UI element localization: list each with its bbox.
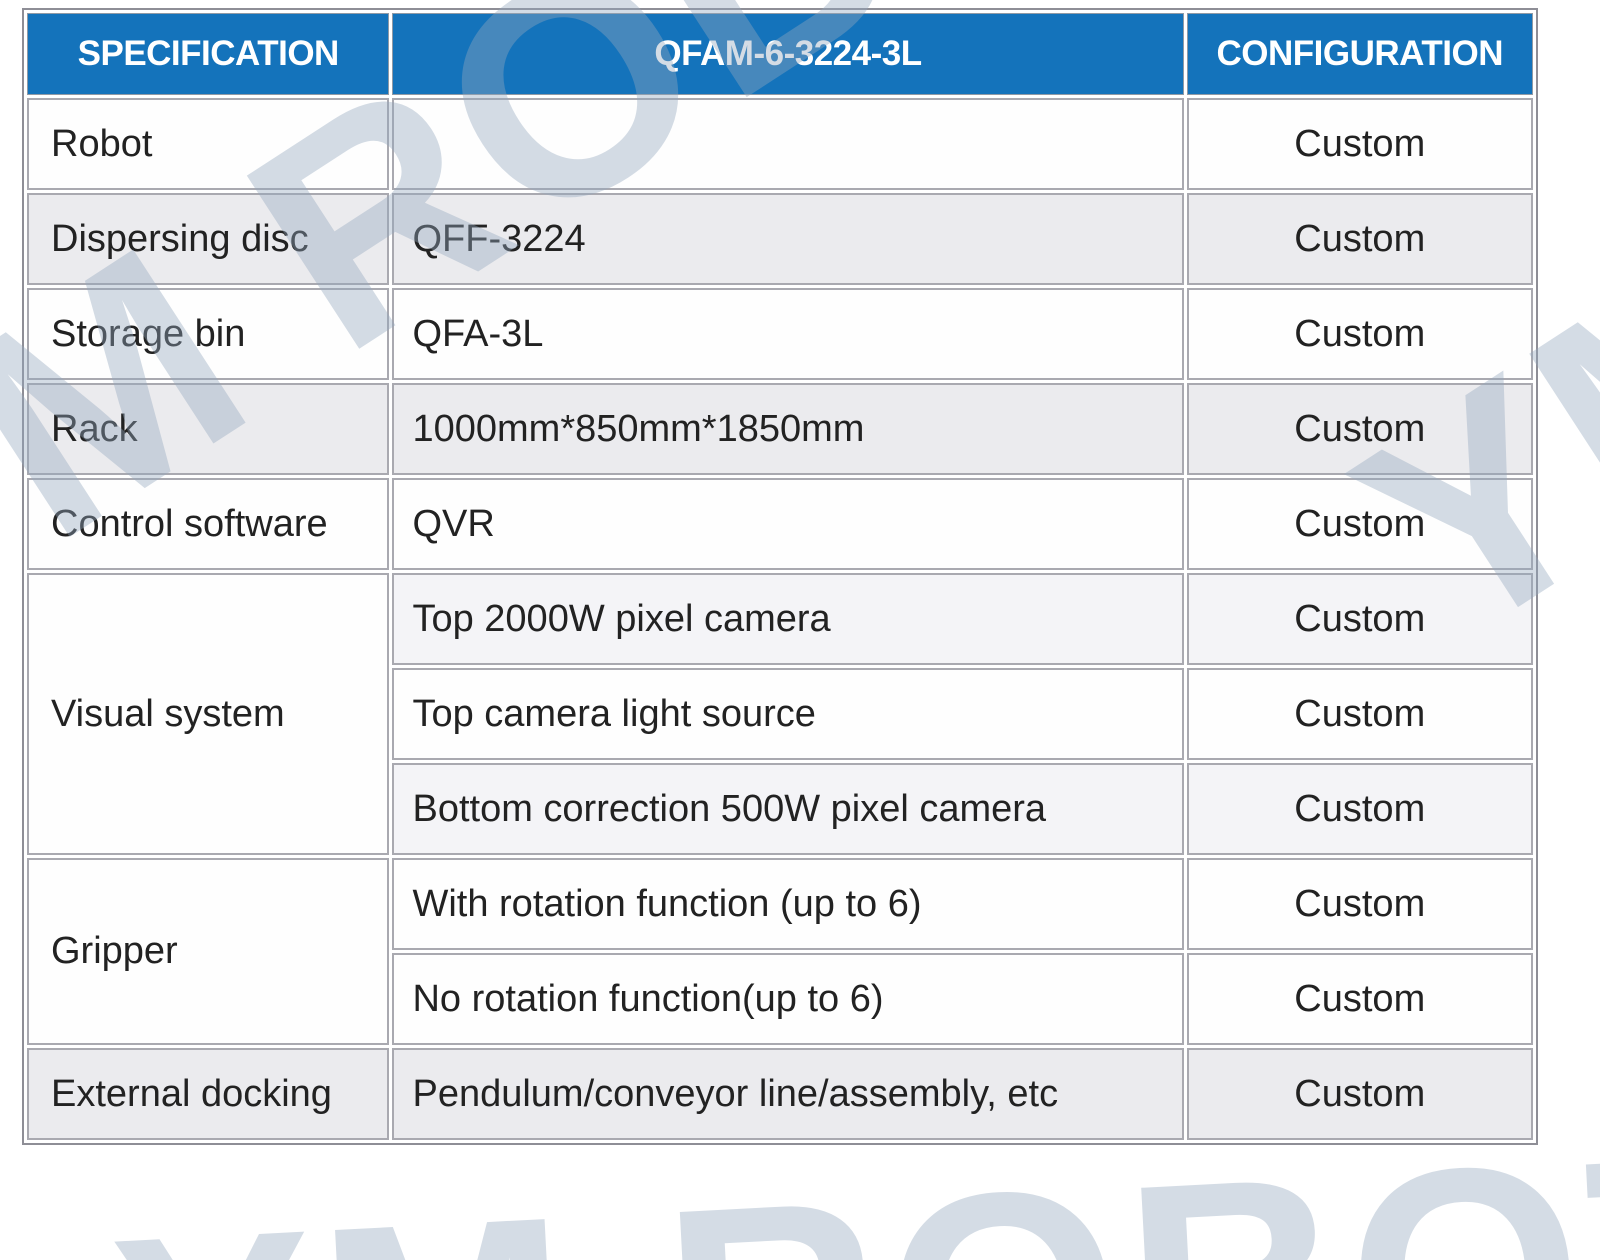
config-cell: Custom (1186, 193, 1533, 285)
config-cell: Custom (1186, 573, 1533, 665)
spec-cell: Storage bin (27, 288, 390, 380)
value-cell: 1000mm*850mm*1850mm (392, 383, 1184, 475)
value-cell: No rotation function(up to 6) (392, 953, 1184, 1045)
value-cell: Pendulum/conveyor line/assembly, etc (392, 1048, 1184, 1140)
col-header-configuration: CONFIGURATION (1186, 13, 1533, 95)
config-cell: Custom (1186, 383, 1533, 475)
table-row: No rotation function(up to 6) Custom (27, 953, 1533, 1045)
spec-cell: Rack (27, 383, 390, 475)
table-row: Robot Custom (27, 98, 1533, 190)
config-cell: Custom (1186, 1048, 1533, 1140)
spec-cell: Visual system (27, 573, 390, 855)
config-cell: Custom (1186, 98, 1533, 190)
config-cell: Custom (1186, 478, 1533, 570)
value-cell: With rotation function (up to 6) (392, 858, 1184, 950)
table-row: Top camera light source Custom (27, 668, 1533, 760)
value-cell: QFF-3224 (392, 193, 1184, 285)
value-cell: QVR (392, 478, 1184, 570)
table-header-row: SPECIFICATION QFAM-6-3224-3L CONFIGURATI… (27, 13, 1533, 95)
table-row: Rack 1000mm*850mm*1850mm Custom (27, 383, 1533, 475)
col-header-model: QFAM-6-3224-3L (392, 13, 1184, 95)
table-row: Bottom correction 500W pixel camera Custo… (27, 763, 1533, 855)
table-row: Dispersing disc QFF-3224 Custom (27, 193, 1533, 285)
value-cell (392, 98, 1184, 190)
spec-cell: Dispersing disc (27, 193, 390, 285)
config-cell: Custom (1186, 953, 1533, 1045)
spec-table: SPECIFICATION QFAM-6-3224-3L CONFIGURATI… (22, 8, 1538, 1145)
config-cell: Custom (1186, 763, 1533, 855)
spec-cell: Robot (27, 98, 390, 190)
spec-cell: Control software (27, 478, 390, 570)
value-cell: Top camera light source (392, 668, 1184, 760)
table-row: Control software QVR Custom (27, 478, 1533, 570)
table-row: Gripper With rotation function (up to 6) C… (27, 858, 1533, 1045)
config-cell: Custom (1186, 858, 1533, 950)
table-row: Visual system Top 2000W pixel camera Custo… (27, 573, 1533, 855)
spec-cell: Gripper (27, 858, 390, 1045)
config-cell: Custom (1186, 288, 1533, 380)
value-cell: QFA-3L (392, 288, 1184, 380)
value-cell: Top 2000W pixel camera (392, 573, 1184, 665)
value-cell: Bottom correction 500W pixel camera (392, 763, 1184, 855)
config-cell: Custom (1186, 668, 1533, 760)
col-header-specification: SPECIFICATION (27, 13, 390, 95)
table-row: Storage bin QFA-3L Custom (27, 288, 1533, 380)
spec-cell: External docking (27, 1048, 390, 1140)
table-row: External docking Pendulum/conveyor line/a… (27, 1048, 1533, 1140)
